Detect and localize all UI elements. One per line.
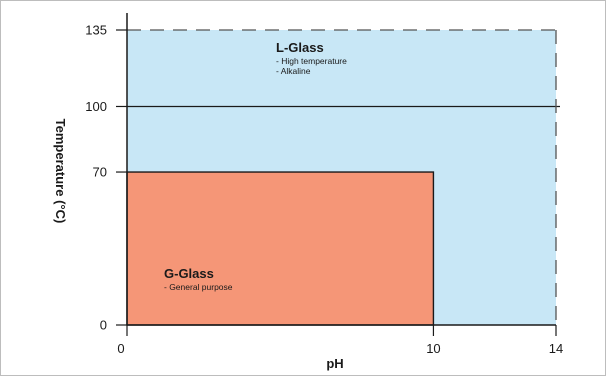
lines-layer [127,29,560,325]
regions-layer [126,30,556,326]
x-tick-label: 10 [426,341,440,356]
x-tick-label: 14 [549,341,563,356]
region-note-l-glass: - Alkaline [276,66,311,76]
region-title-l-glass: L-Glass [276,40,324,55]
y-tick-label: 0 [100,318,107,333]
y-tick-label: 100 [85,99,107,114]
y-axis-title: Temperature (°C) [53,119,68,224]
y-tick-label: 135 [85,23,107,38]
region-note-g-glass: - General purpose [164,282,233,292]
x-tick-label: 0 [117,341,124,356]
region-g-glass [126,171,435,326]
region-note-l-glass: - High temperature [276,56,347,66]
region-title-g-glass: G-Glass [164,266,214,281]
x-axis-title: pH [326,356,343,371]
axes-layer [116,13,557,336]
y-tick-label: 70 [93,165,107,180]
